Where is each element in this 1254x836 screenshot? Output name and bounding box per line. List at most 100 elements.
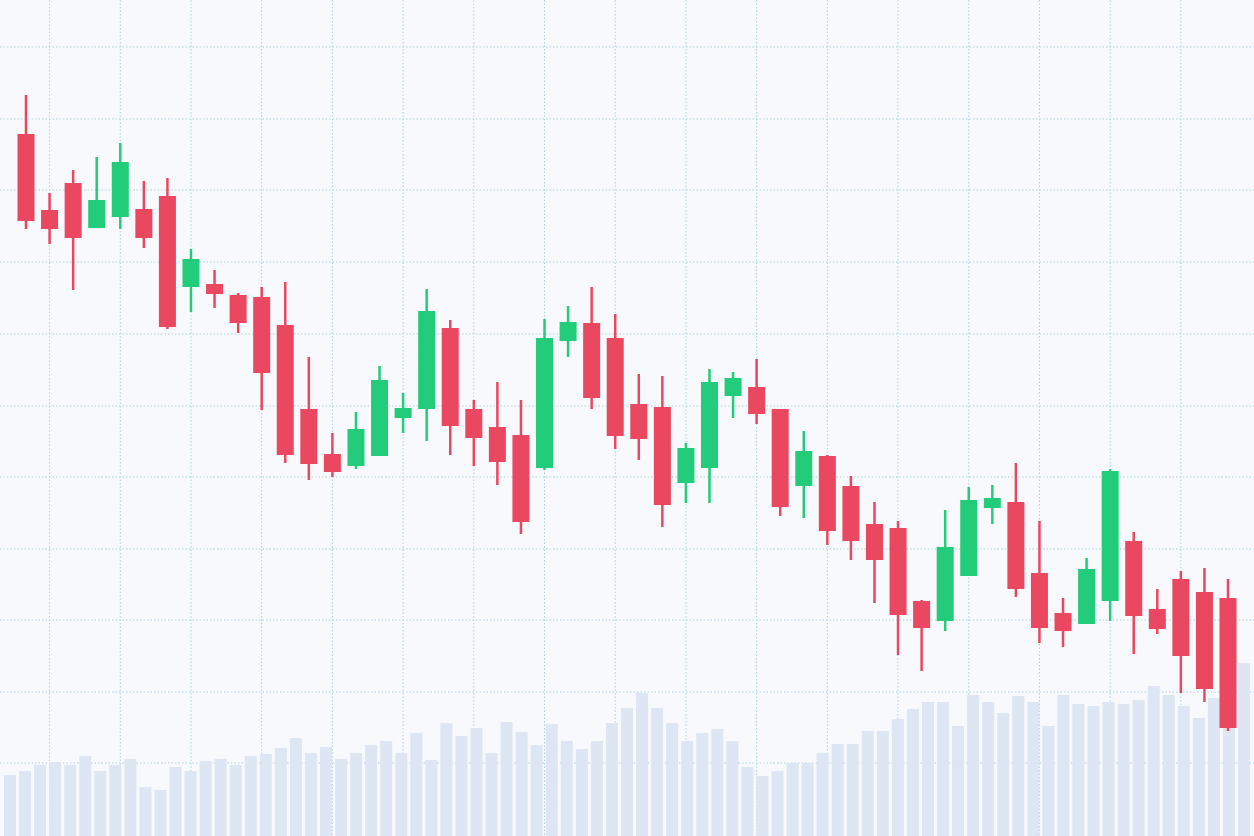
volume-bar xyxy=(500,722,513,836)
volume-bar xyxy=(184,771,197,836)
volume-bar xyxy=(696,733,709,836)
candle-body xyxy=(253,297,271,373)
volume-bar xyxy=(906,709,919,836)
candle-body xyxy=(795,451,813,486)
volume-bar xyxy=(1222,703,1235,836)
candle-body xyxy=(1195,592,1213,689)
candle-body xyxy=(158,196,176,327)
volume-bar xyxy=(952,726,965,836)
candle-body xyxy=(771,409,789,507)
volume-bar xyxy=(1162,695,1175,836)
volume-bar xyxy=(335,759,348,836)
volume-bar xyxy=(1072,704,1085,836)
volume-bar xyxy=(169,767,182,836)
volume-bar xyxy=(350,753,363,836)
volume-bar xyxy=(816,753,829,836)
volume-bar xyxy=(470,728,483,836)
candle-body xyxy=(512,435,530,522)
volume-bar xyxy=(666,723,679,836)
candle-body xyxy=(536,338,554,468)
volume-bar xyxy=(846,744,859,836)
volume-bar xyxy=(94,771,107,836)
volume-bar xyxy=(199,761,212,836)
candle-body xyxy=(347,429,365,466)
volume-bar xyxy=(876,731,889,836)
volume-bar xyxy=(771,771,784,836)
volume-bar xyxy=(756,776,769,836)
volume-bar xyxy=(545,724,558,836)
volume-bar xyxy=(1027,702,1040,836)
volume-bar xyxy=(560,741,573,836)
candle-body xyxy=(583,323,601,398)
candle-body xyxy=(111,162,129,217)
volume-bar xyxy=(711,729,724,836)
volume-bar xyxy=(831,744,844,836)
candle-body xyxy=(889,528,907,615)
volume-bar xyxy=(515,732,528,836)
candle-body xyxy=(229,295,247,323)
volume-bar xyxy=(605,723,618,836)
volume-bar xyxy=(530,745,543,836)
volume-bar xyxy=(1238,663,1250,836)
volume-bar xyxy=(229,765,242,836)
volume-bar xyxy=(651,708,664,836)
volume-bar xyxy=(1012,696,1025,836)
volume-bar xyxy=(380,741,393,836)
candle-body xyxy=(1030,573,1048,628)
candle-body xyxy=(1078,569,1096,624)
volume-bar xyxy=(801,763,814,836)
volume-bar xyxy=(259,754,272,836)
candle-body xyxy=(17,134,35,221)
volume-bar xyxy=(320,747,333,836)
volume-bar xyxy=(621,708,633,836)
volume-bar xyxy=(244,756,257,836)
candle-body xyxy=(371,380,389,456)
volume-bar xyxy=(726,741,739,836)
volume-bar xyxy=(455,736,468,836)
volume-bar xyxy=(982,702,995,836)
volume-bar xyxy=(636,693,649,836)
volume-bar xyxy=(786,763,799,836)
volume-bar xyxy=(19,771,32,836)
candle-body xyxy=(488,427,506,462)
volume-bar xyxy=(1117,704,1130,836)
candle-body xyxy=(41,210,59,229)
volume-bar xyxy=(274,748,287,836)
volume-bar xyxy=(1207,698,1220,836)
candle-body xyxy=(630,404,648,439)
volume-bar xyxy=(967,695,980,836)
volume-bar xyxy=(289,738,302,836)
candle-body xyxy=(559,322,577,341)
candle-body xyxy=(300,409,318,464)
volume-bar xyxy=(1132,700,1145,836)
candle-body xyxy=(323,454,341,472)
volume-bar xyxy=(154,790,167,836)
volume-bar xyxy=(109,765,122,836)
candle-body xyxy=(1219,598,1237,728)
candle-body xyxy=(418,311,436,409)
volume-bar xyxy=(304,753,317,836)
candle-body xyxy=(724,378,742,396)
volume-bar xyxy=(861,731,874,836)
volume-bar xyxy=(741,767,754,836)
volume-bar xyxy=(1057,695,1070,836)
candle-body xyxy=(983,498,1001,508)
volume-bar xyxy=(365,745,378,836)
volume-bar xyxy=(395,753,408,836)
candle-body xyxy=(606,338,624,436)
volume-bar xyxy=(1177,706,1190,836)
candle-body xyxy=(1148,609,1166,629)
candle-body xyxy=(1007,502,1025,589)
candle-body xyxy=(913,601,931,628)
volume-bar xyxy=(891,719,904,836)
candle-body xyxy=(465,409,483,438)
volume-bar xyxy=(1102,702,1115,836)
volume-bar xyxy=(410,733,423,836)
candle-body xyxy=(64,183,82,238)
volume-bar xyxy=(1042,726,1055,836)
candle-body xyxy=(865,524,883,560)
candle-body xyxy=(960,500,978,576)
candle-body xyxy=(677,448,695,483)
